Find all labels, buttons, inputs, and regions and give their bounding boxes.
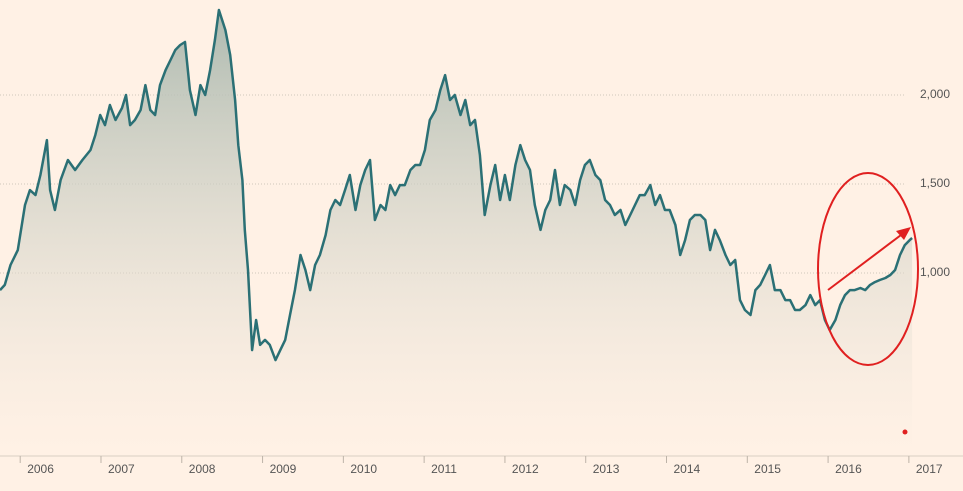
x-tick-label: 2011 [431, 462, 457, 476]
x-tick-label: 2006 [27, 462, 54, 476]
x-tick-label: 2008 [189, 462, 216, 476]
line [0, 8, 913, 362]
y-tick-label: 2,000 [920, 87, 950, 101]
x-tick-label: 2010 [350, 462, 377, 476]
x-tick-label: 2016 [835, 462, 862, 476]
y-tick-label: 1,000 [920, 265, 950, 279]
x-tick-label: 2017 [916, 462, 943, 476]
axes: 1,000 1,500 2,000 2006 2007 2008 2009 2010 2011 2… [19, 87, 950, 476]
x-tick-label: 2014 [674, 462, 701, 476]
x-tick-label: 2015 [754, 462, 781, 476]
y-tick-label: 1,500 [920, 176, 950, 190]
x-tick-label: 2009 [270, 462, 297, 476]
highlight-ellipse [817, 172, 919, 366]
plot [0, 8, 913, 451]
area-fill [0, 10, 913, 451]
dot [902, 429, 908, 435]
arrow-shaft [827, 231, 906, 291]
arrow-head [896, 227, 911, 240]
x-tick-label: 2013 [593, 462, 620, 476]
x-tick-label: 2007 [108, 462, 135, 476]
x-tick-label: 2012 [512, 462, 539, 476]
